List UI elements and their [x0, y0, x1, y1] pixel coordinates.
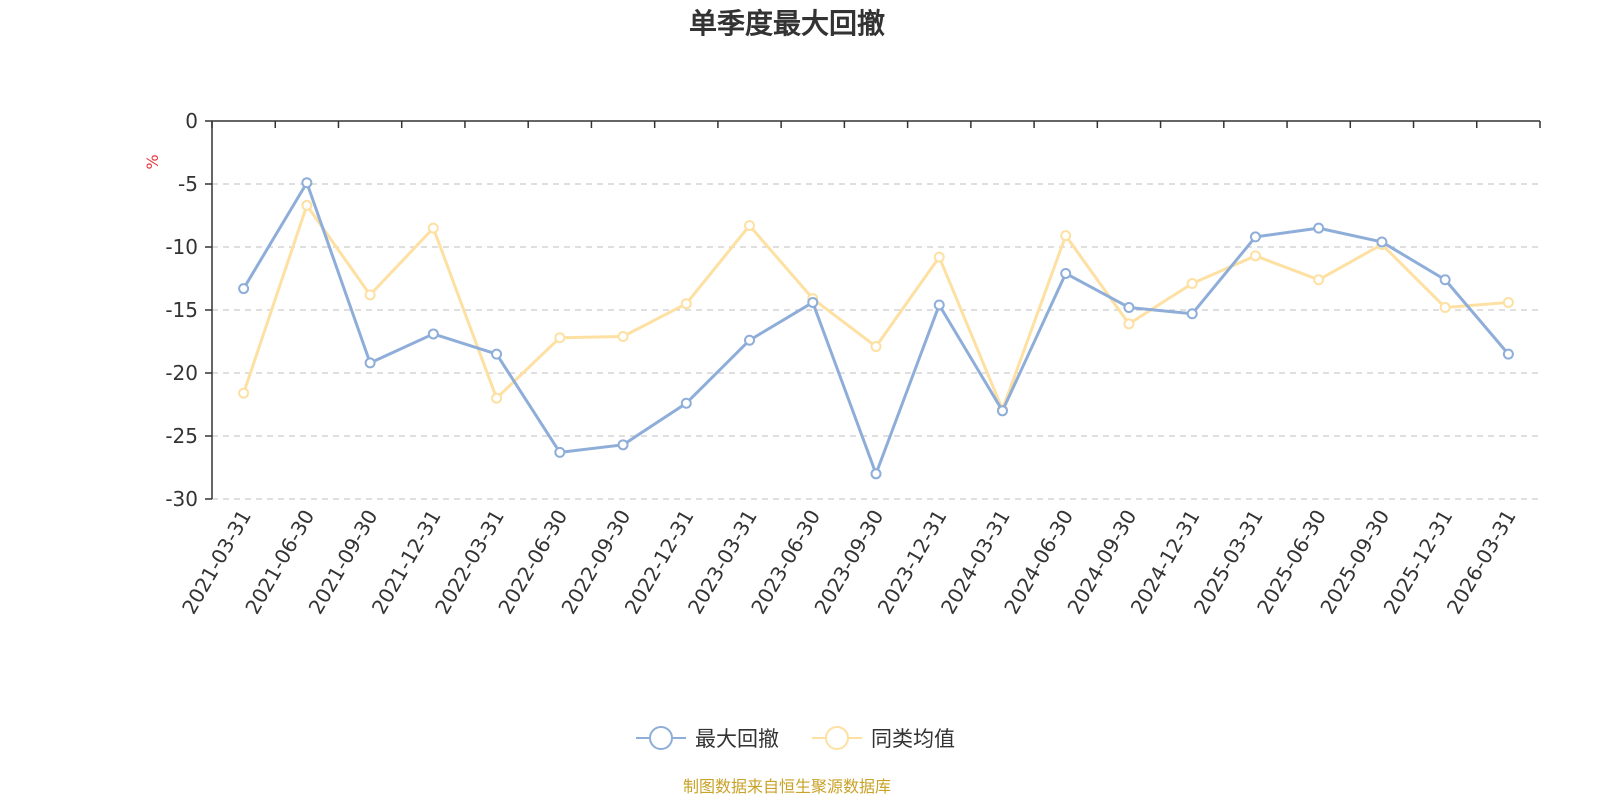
data-point [1249, 250, 1261, 262]
data-point [1502, 348, 1514, 360]
grid-lines [212, 183, 1540, 500]
data-point [933, 251, 945, 263]
data-point [996, 405, 1008, 417]
legend-marker [825, 726, 849, 750]
y-tick-label: 0 [185, 109, 198, 133]
series-0 [238, 177, 1514, 480]
y-tick-label: -15 [165, 298, 198, 322]
data-point [238, 283, 250, 295]
y-axis-unit: % [143, 154, 162, 169]
data-point [1502, 296, 1514, 308]
y-tick-label: -25 [165, 424, 198, 448]
series-1 [238, 199, 1514, 416]
data-point [1376, 236, 1388, 248]
data-point [617, 439, 629, 451]
data-point [301, 177, 313, 189]
data-point [427, 222, 439, 234]
data-point [1123, 318, 1135, 330]
data-point [1060, 267, 1072, 279]
data-point [1249, 231, 1261, 243]
data-point [870, 468, 882, 480]
data-source-note: 制图数据来自恒生聚源数据库 [683, 777, 891, 796]
data-point [680, 397, 692, 409]
y-tick-label: -10 [165, 235, 198, 259]
data-point [364, 289, 376, 301]
data-point [617, 330, 629, 342]
chart-title: 单季度最大回撤 [689, 7, 885, 40]
data-point [554, 332, 566, 344]
data-point [238, 387, 250, 399]
series-layer [238, 177, 1514, 480]
data-point [1313, 222, 1325, 234]
legend-item-0[interactable]: 最大回撤 [636, 726, 779, 751]
legend-label: 同类均值 [871, 727, 955, 751]
data-point [744, 220, 756, 232]
legend-marker [649, 726, 673, 750]
data-point [744, 334, 756, 346]
data-point [870, 341, 882, 353]
data-point [491, 392, 503, 404]
legend[interactable]: 最大回撤 同类均值 [636, 726, 955, 751]
data-point [680, 298, 692, 310]
data-point [427, 328, 439, 340]
data-point [1439, 301, 1451, 313]
data-point [807, 296, 819, 308]
legend-label: 最大回撤 [695, 727, 779, 751]
data-point [1060, 230, 1072, 242]
data-point [1186, 308, 1198, 320]
legend-item-1[interactable]: 同类均值 [812, 726, 955, 751]
y-tick-label: -30 [165, 487, 198, 511]
series-line [242, 203, 1509, 412]
data-point [554, 446, 566, 458]
y-tick-label: -5 [178, 172, 198, 196]
data-point [1313, 274, 1325, 286]
data-point [1123, 301, 1135, 313]
data-point [301, 199, 313, 211]
data-point [1186, 278, 1198, 290]
y-tick-label: -20 [165, 361, 198, 385]
data-point [491, 348, 503, 360]
data-point [933, 299, 945, 311]
data-point [1439, 274, 1451, 286]
data-point [364, 357, 376, 369]
